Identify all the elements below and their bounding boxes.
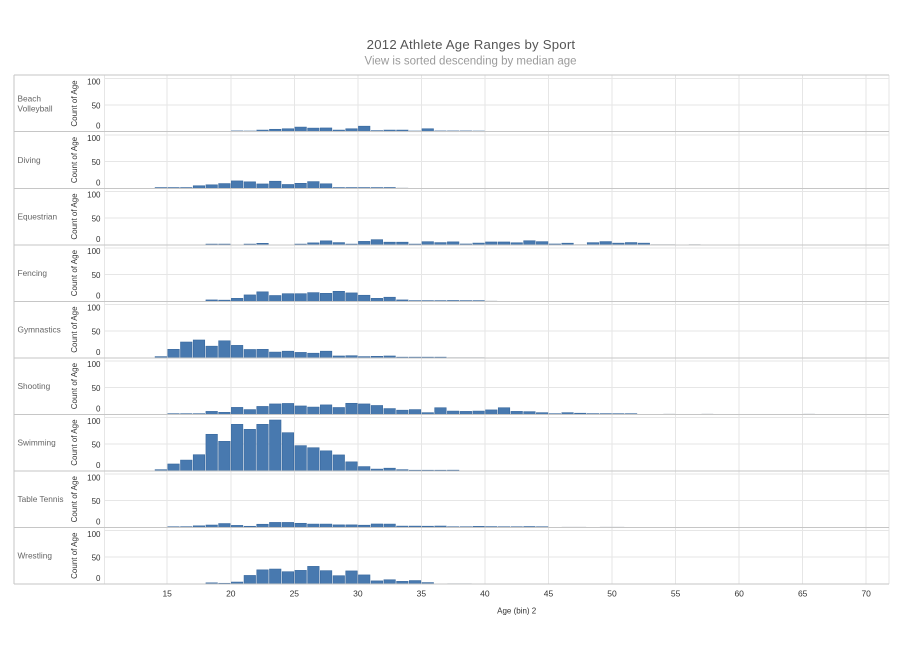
svg-text:Wrestling: Wrestling (18, 551, 53, 561)
svg-text:20: 20 (226, 589, 236, 599)
svg-text:Shooting: Shooting (18, 381, 51, 391)
svg-text:60: 60 (734, 589, 744, 599)
svg-text:Fencing: Fencing (18, 268, 48, 278)
svg-text:0: 0 (96, 574, 101, 583)
svg-text:55: 55 (671, 589, 681, 599)
svg-text:100: 100 (87, 473, 101, 482)
svg-text:Count of Age: Count of Age (70, 419, 79, 466)
svg-text:100: 100 (87, 134, 101, 143)
svg-text:Count of Age: Count of Age (70, 136, 79, 183)
svg-text:Count of Age: Count of Age (70, 362, 79, 409)
svg-text:Count of Age: Count of Age (70, 306, 79, 353)
svg-text:100: 100 (87, 360, 101, 369)
svg-text:Count of Age: Count of Age (70, 476, 79, 523)
svg-text:50: 50 (92, 497, 101, 506)
svg-text:50: 50 (92, 101, 101, 110)
svg-text:40: 40 (480, 589, 490, 599)
svg-text:30: 30 (353, 589, 363, 599)
svg-text:Count of Age: Count of Age (70, 249, 79, 296)
svg-text:50: 50 (92, 328, 101, 337)
svg-text:50: 50 (607, 589, 617, 599)
svg-text:35: 35 (417, 589, 427, 599)
svg-text:Table Tennis: Table Tennis (18, 494, 64, 504)
svg-text:65: 65 (798, 589, 808, 599)
svg-text:Beach: Beach (18, 94, 42, 104)
svg-text:15: 15 (162, 589, 172, 599)
svg-text:50: 50 (92, 384, 101, 393)
svg-text:50: 50 (92, 271, 101, 280)
svg-text:100: 100 (87, 191, 101, 200)
svg-text:45: 45 (544, 589, 554, 599)
svg-text:Count of Age: Count of Age (70, 532, 79, 579)
svg-text:0: 0 (96, 178, 101, 187)
svg-text:2012 Athlete Age Ranges by Spo: 2012 Athlete Age Ranges by Sport (367, 37, 576, 52)
svg-text:View is sorted descending by m: View is sorted descending by median age (364, 55, 576, 67)
svg-text:50: 50 (92, 554, 101, 563)
svg-text:50: 50 (92, 215, 101, 224)
svg-text:100: 100 (87, 304, 101, 313)
svg-text:0: 0 (96, 404, 101, 413)
svg-text:0: 0 (96, 517, 101, 526)
svg-text:50: 50 (92, 441, 101, 450)
svg-text:0: 0 (96, 291, 101, 300)
svg-text:Count of Age: Count of Age (70, 193, 79, 240)
svg-text:Age (bin) 2: Age (bin) 2 (497, 606, 537, 615)
svg-text:Gymnastics: Gymnastics (18, 324, 61, 334)
svg-text:0: 0 (96, 348, 101, 357)
svg-text:0: 0 (96, 235, 101, 244)
svg-text:0: 0 (96, 461, 101, 470)
svg-text:25: 25 (290, 589, 300, 599)
svg-text:0: 0 (96, 122, 101, 131)
svg-text:Volleyball: Volleyball (18, 104, 53, 114)
svg-text:100: 100 (87, 530, 101, 539)
svg-text:100: 100 (87, 417, 101, 426)
svg-text:Swimming: Swimming (18, 437, 57, 447)
svg-text:Diving: Diving (18, 155, 41, 165)
svg-text:Equestrian: Equestrian (18, 211, 58, 221)
svg-text:50: 50 (92, 158, 101, 167)
svg-text:Count of Age: Count of Age (70, 80, 79, 127)
svg-text:70: 70 (861, 589, 871, 599)
svg-text:100: 100 (87, 78, 101, 87)
svg-text:100: 100 (87, 247, 101, 256)
